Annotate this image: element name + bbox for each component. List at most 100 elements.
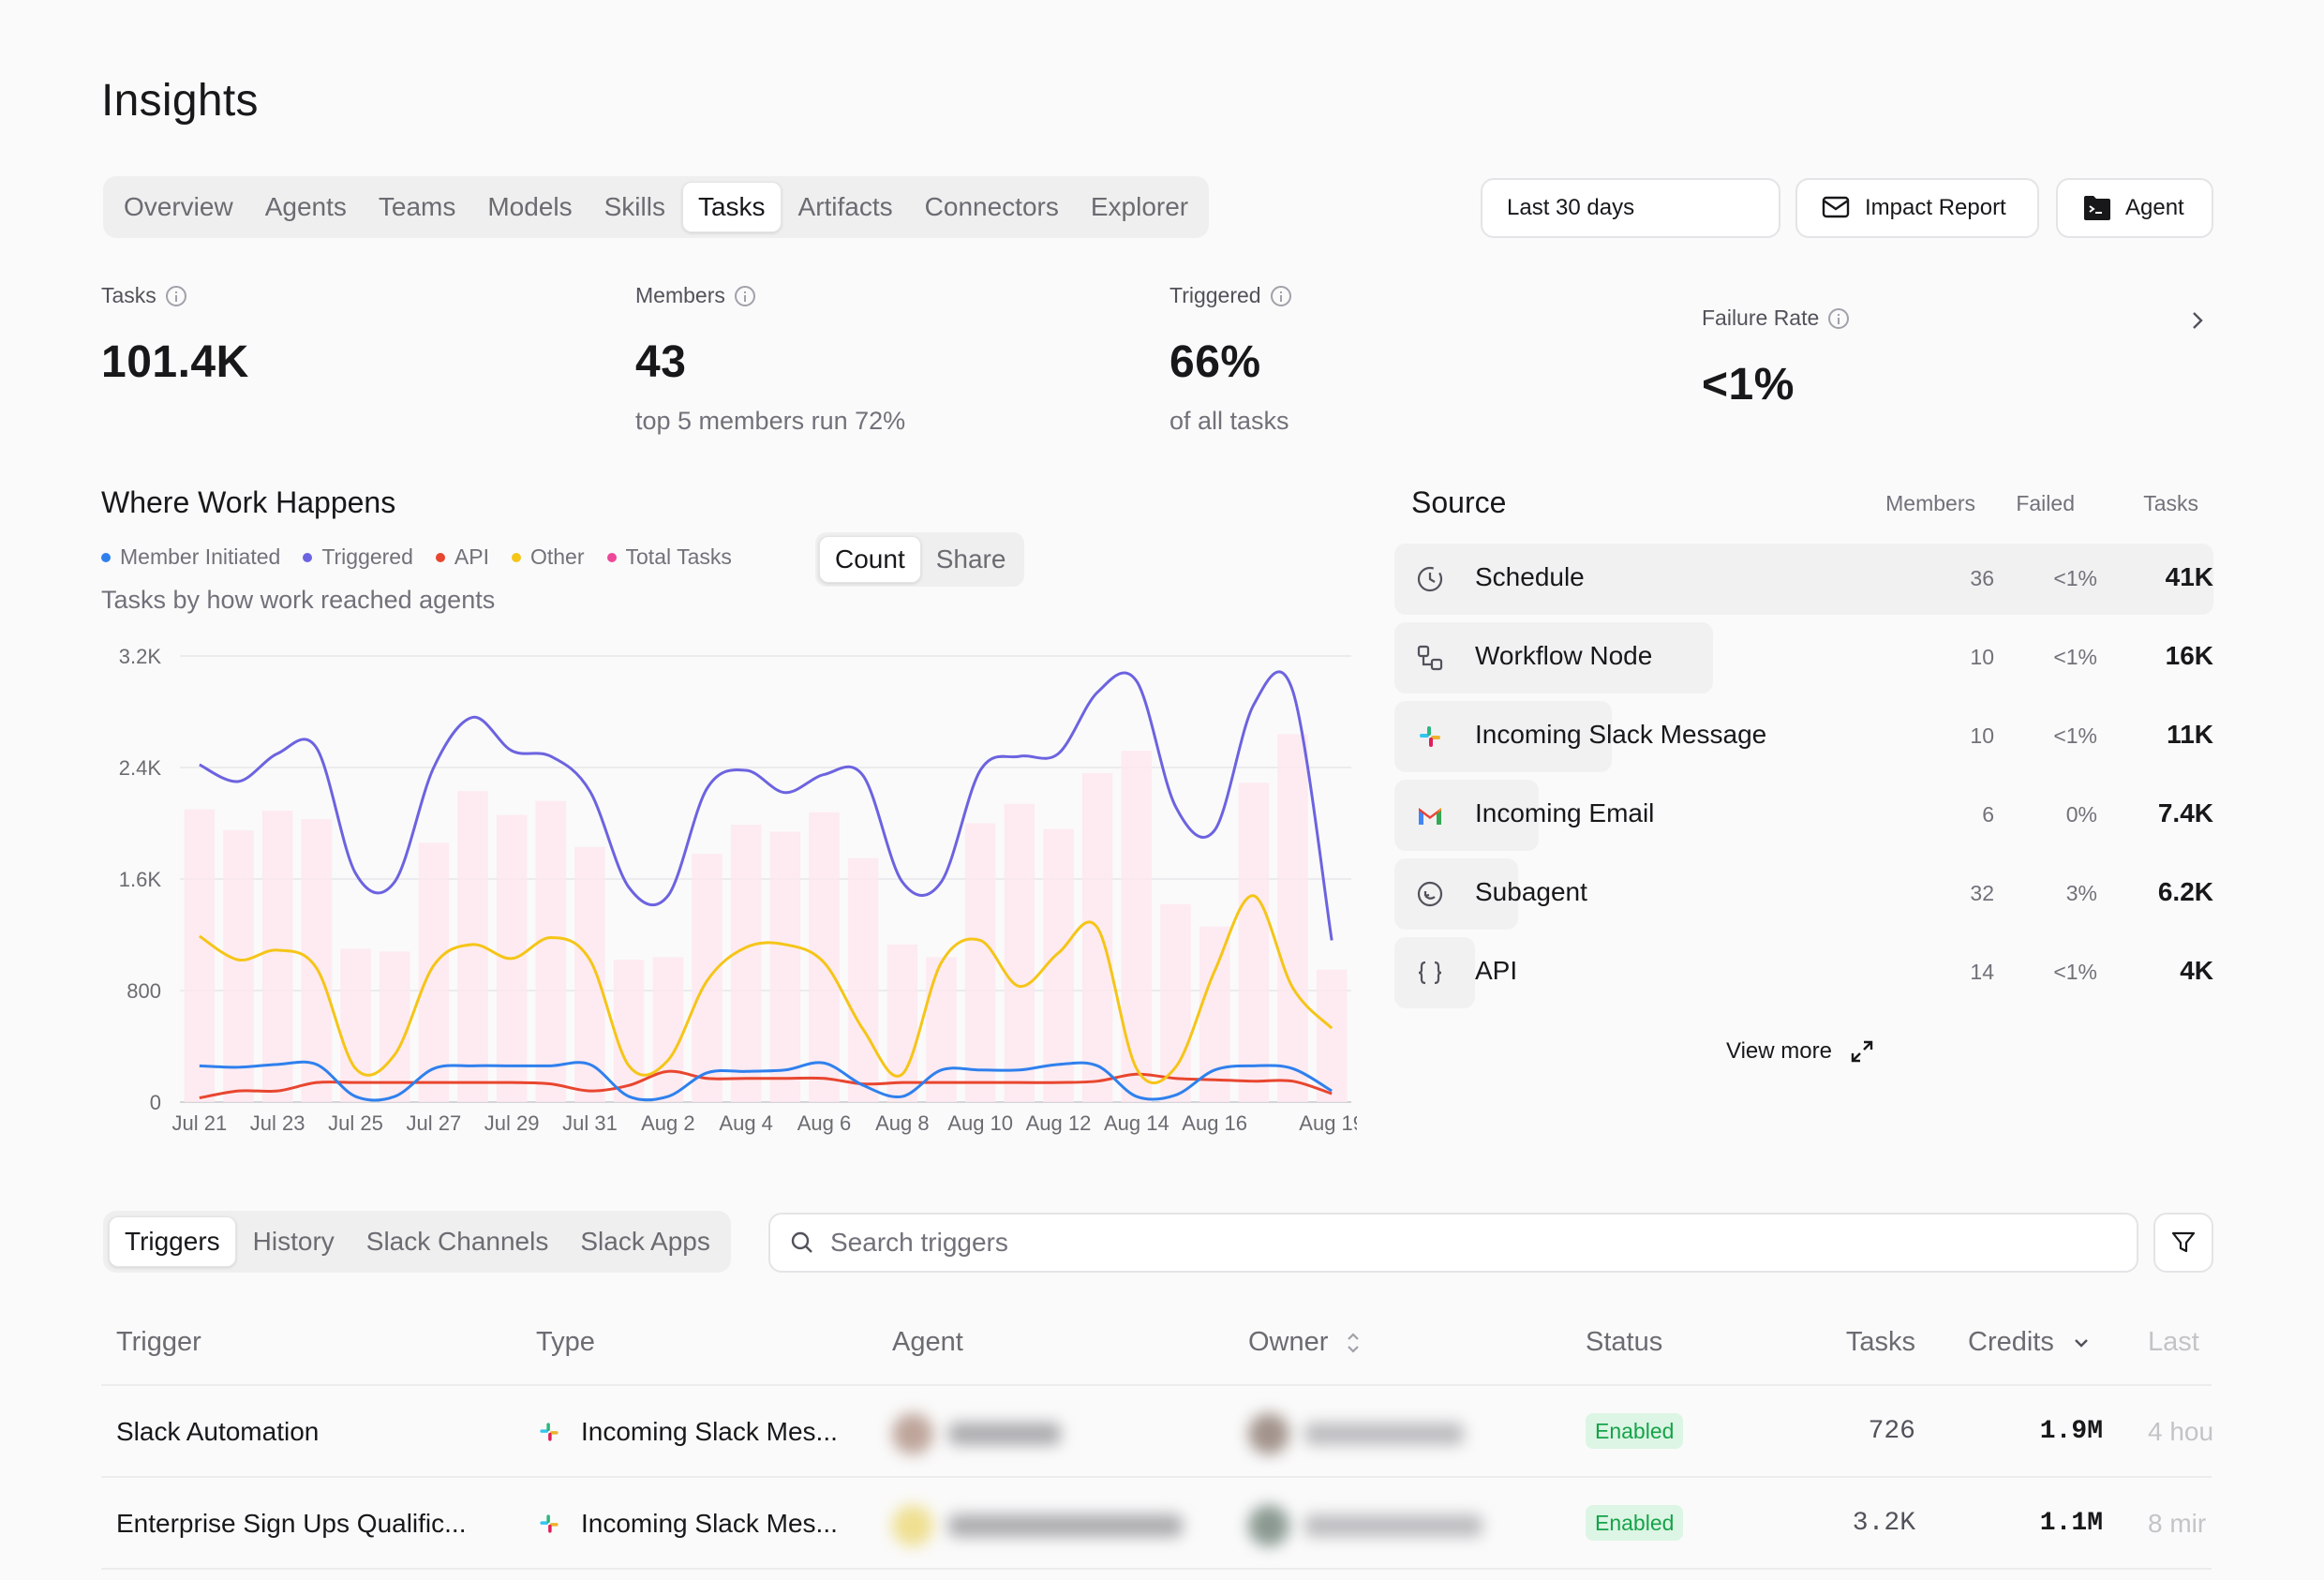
slack-icon [540,1514,559,1533]
tab-artifacts[interactable]: Artifacts [797,192,893,221]
count-toggle[interactable]: Count [819,536,921,583]
source-members: 36 [1970,566,1994,590]
tab-history[interactable]: History [252,1227,335,1256]
bar-total-tasks [535,800,567,1102]
tab-teams[interactable]: Teams [378,192,456,221]
chevron-down-icon [2075,1338,2088,1348]
gmail-icon [1419,808,1441,825]
trigger-name[interactable]: Enterprise Sign Ups Qualific... [116,1509,467,1538]
legend-member-initiated[interactable]: Member Initiated [101,544,280,570]
bar-total-tasks [652,957,684,1102]
tab-overview[interactable]: Overview [124,192,233,221]
column-type[interactable]: Type [536,1327,595,1357]
source-failed: 3% [2065,881,2097,905]
trigger-type: Incoming Slack Mes... [581,1509,838,1538]
y-tick-label: 3.2K [119,645,162,668]
info-icon[interactable] [165,285,186,306]
line-triggered [199,670,1333,941]
owner-avatar [1248,1413,1289,1454]
source-row-email[interactable]: Incoming Email 6 0% 7.4K [1394,780,2213,851]
trigger-credits: 1.9M [2039,1417,2103,1446]
line-member-initiated [199,1060,1333,1102]
trigger-type: Incoming Slack Mes... [581,1417,838,1446]
column-tasks[interactable]: Tasks [1845,1327,1915,1357]
source-name: Subagent [1475,877,1587,906]
source-failed-header: Failed [2016,491,2075,515]
kpi-failure-rate[interactable]: Failure Rate <1% [1702,306,1850,410]
tab-explorer[interactable]: Explorer [1090,192,1189,221]
search-input[interactable] [830,1228,1955,1258]
bar-total-tasks [847,857,879,1102]
trigger-tabs: Triggers History Slack Channels Slack Ap… [103,1211,731,1273]
chevron-right-icon[interactable] [2187,309,2208,332]
tab-models[interactable]: Models [487,192,573,221]
column-owner[interactable]: Owner [1248,1327,1362,1358]
source-name: Incoming Email [1475,798,1655,827]
tab-tasks[interactable]: Tasks [681,182,782,232]
legend-dot [511,552,521,562]
view-more-button[interactable]: View more [1726,1038,1875,1065]
source-row-bar [1394,544,2213,615]
y-tick-label: 800 [127,979,161,1003]
filter-icon [2171,1231,2196,1253]
braces-icon [1418,961,1442,985]
column-last[interactable]: Last [2148,1327,2199,1357]
kpi-members-label: Members [635,283,725,307]
kpi-members-value: 43 [635,337,687,387]
chart-legend: Member Initiated Triggered API Other Tot… [101,544,732,570]
legend-api[interactable]: API [435,544,489,570]
column-status[interactable]: Status [1586,1327,1663,1357]
source-members-header: Members [1885,491,1975,515]
date-range-label: Last 30 days [1507,195,1635,220]
column-trigger[interactable]: Trigger [116,1327,201,1357]
owner-name-blurred [1304,1514,1482,1537]
kpi-tasks-value: 101.4K [101,337,249,387]
source-failed: <1% [2053,645,2097,669]
source-row-workflow-node[interactable]: Workflow Node 10 <1% 16K [1394,622,2213,693]
source-row-subagent[interactable]: Subagent 32 3% 6.2K [1394,858,2213,930]
mail-icon [1822,196,1850,218]
agent-name-blurred [948,1514,1183,1537]
bar-total-tasks [886,944,918,1102]
info-icon[interactable] [734,285,755,306]
info-icon[interactable] [1828,307,1850,329]
source-tasks: 11K [2167,720,2213,749]
source-row-bar [1394,622,1713,693]
agent-button[interactable]: Agent [2056,178,2213,238]
legend-triggered[interactable]: Triggered [303,544,413,570]
source-row-api[interactable]: API 14 <1% 4K [1394,937,2213,1008]
impact-report-button[interactable]: Impact Report [1795,178,2039,238]
tab-agents[interactable]: Agents [264,192,347,221]
bar-total-tasks [809,812,840,1102]
x-tick-label: Aug 6 [797,1111,852,1135]
share-toggle[interactable]: Share [935,544,1006,574]
legend-label: API [454,544,489,569]
source-row-slack[interactable]: Incoming Slack Message 10 <1% 11K [1394,701,2213,772]
info-icon[interactable] [1270,285,1291,306]
bar-total-tasks [223,829,254,1102]
source-failed: 0% [2065,802,2097,827]
column-agent[interactable]: Agent [892,1327,963,1357]
filter-button[interactable] [2153,1213,2213,1273]
bar-total-tasks [692,854,723,1102]
legend-label: Other [529,544,585,569]
tab-connectors[interactable]: Connectors [924,192,1059,221]
bar-total-tasks [574,846,605,1102]
tab-slack-apps[interactable]: Slack Apps [580,1227,710,1256]
legend-label: Triggered [321,544,413,569]
workflow-icon [1417,645,1443,671]
legend-dot [101,552,111,562]
clock-icon [1417,566,1443,592]
y-tick-label: 2.4K [119,756,162,780]
tab-slack-channels[interactable]: Slack Channels [365,1227,549,1256]
tab-triggers[interactable]: Triggers [109,1216,236,1267]
tab-skills[interactable]: Skills [603,192,665,221]
legend-other[interactable]: Other [511,544,585,570]
source-row-schedule[interactable]: Schedule 36 <1% 41K [1394,544,2213,615]
trigger-name[interactable]: Slack Automation [116,1417,320,1446]
date-range-select[interactable]: Last 30 days [1481,178,1780,238]
source-row-bar [1394,780,1539,851]
owner-avatar [1248,1505,1289,1546]
legend-total-tasks[interactable]: Total Tasks [606,544,732,570]
column-credits[interactable]: Credits [1968,1327,2092,1358]
